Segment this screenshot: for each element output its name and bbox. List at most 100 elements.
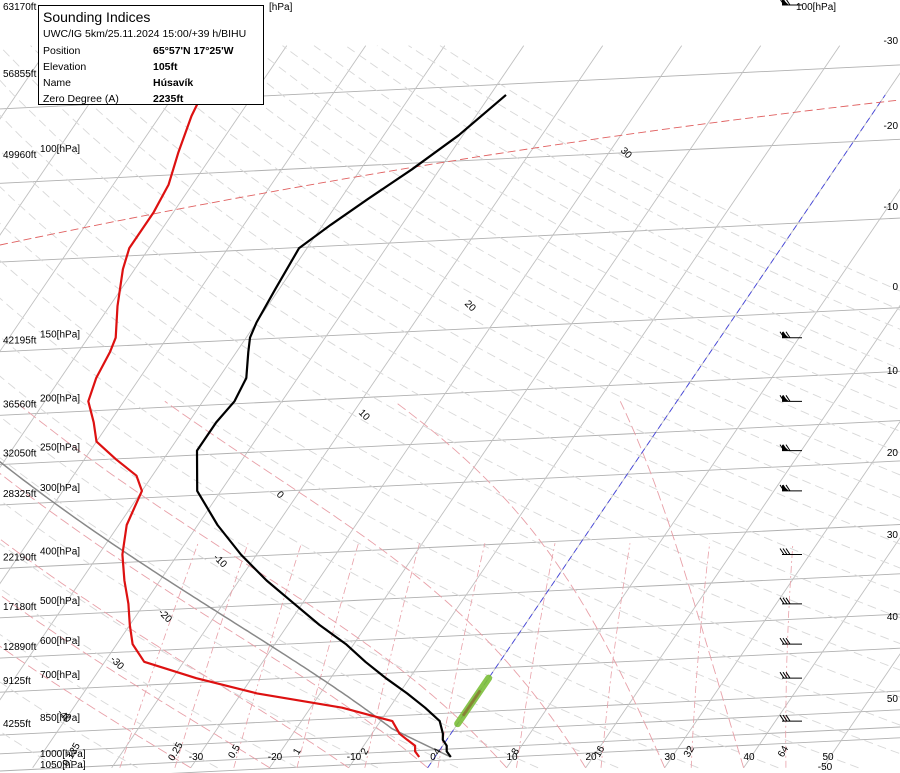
mixing-ratio-line [785, 543, 794, 768]
moist-adiabat-line [394, 400, 666, 768]
isotherm-line [743, 537, 900, 769]
right-scale-label: 30 [887, 530, 899, 541]
pressure-label: 300[hPa] [40, 483, 80, 494]
dry-adiabat-line [0, 633, 218, 769]
isotherm-line [348, 45, 841, 769]
info-row-position: Position 65°57'N 17°25'W [43, 43, 259, 59]
isobar-line [0, 420, 900, 466]
isotherm-line [32, 45, 525, 769]
mixing-ratio-label: 2 [359, 746, 372, 757]
wind-barb [779, 331, 802, 339]
mixing-ratio-label: 4 [432, 746, 445, 757]
mixing-ratio-label: 32 [682, 744, 697, 760]
isotherm-line [269, 45, 762, 769]
isotherm-line [0, 45, 130, 236]
height-label: 42195ft [3, 336, 37, 347]
info-value: 105ft [153, 61, 178, 73]
pressure-label: 600[hPa] [40, 636, 80, 647]
pressure-label: 700[hPa] [40, 670, 80, 681]
isotherm-line [0, 45, 446, 701]
pressure-label: 850[hPa] [40, 713, 80, 724]
pressure-label: 1050[hPa] [40, 760, 86, 771]
wind-barb [779, 637, 802, 645]
isobar-line [0, 573, 900, 619]
info-key: Elevation [43, 61, 87, 73]
moist-adiabat-line [619, 401, 745, 768]
chart-title: Sounding Indices [43, 9, 151, 25]
isobar-line [0, 524, 900, 569]
isobar-lines [0, 64, 900, 773]
temperature-tick-label: 0 [430, 752, 436, 763]
pressure-label: 400[hPa] [40, 546, 80, 557]
mixing-ratio-line [516, 543, 556, 768]
temperature-tick-label: 50 [822, 752, 834, 763]
mixing-ratio-line [690, 543, 711, 768]
dry-adiabat-line [0, 222, 900, 726]
dry-adiabat-line [0, 375, 699, 769]
mixing-ratio-line [437, 543, 486, 768]
height-label: 49960ft [3, 150, 37, 161]
isobar-line [0, 217, 900, 263]
mixing-ratio-label: 1 [291, 746, 304, 757]
mixing-ratio-line [174, 543, 249, 768]
chart-subtitle: UWC/IG 5km/25.11.2024 15:00/+39 h/BIHU [43, 28, 247, 40]
isotherm-line [0, 45, 288, 469]
isotherm-line [506, 188, 900, 769]
mixing-ratio-label: 8 [510, 746, 523, 757]
info-row-elevation: Elevation 105ft [43, 59, 259, 75]
isobar-line [0, 613, 900, 659]
height-label: 17180ft [3, 602, 37, 613]
wind-barbs [779, 0, 802, 722]
height-label: 28325ft [3, 489, 37, 500]
wind-barb [780, 0, 802, 6]
right-scale-label: 40 [887, 612, 899, 623]
wind-barb [779, 444, 802, 452]
info-value: Húsavík [153, 77, 194, 89]
height-label: 36560ft [3, 399, 37, 410]
right-scale-label: 0 [892, 282, 898, 293]
dry-adiabat-line [0, 543, 378, 769]
dry-adiabat-lines [0, 45, 900, 769]
temperature-tick-label: 30 [664, 752, 676, 763]
height-label: 12890ft [3, 642, 37, 653]
mixing-ratio-line [296, 543, 359, 768]
freezing-level-band-core [461, 689, 482, 717]
series-line-temperature [195, 94, 507, 758]
isobar-line [0, 370, 900, 416]
height-label: 32050ft [3, 449, 37, 460]
sounding-series [87, 94, 507, 758]
pressure-label: 250[hPa] [40, 443, 80, 454]
temperature-tick-label: 40 [743, 752, 755, 763]
mixing-ratio-line [600, 543, 631, 768]
wind-barb [779, 484, 802, 492]
dry-adiabat-line [0, 150, 900, 671]
moist-adiabat-line [0, 594, 270, 769]
isobar-line [0, 460, 900, 506]
temperature-tick-label: -30 [189, 752, 204, 763]
wind-barb [779, 395, 802, 402]
isotherm-line [111, 45, 604, 769]
temperature-tick-label: 20 [585, 752, 597, 763]
isobar-line [0, 307, 900, 353]
mixing-ratio-lines [119, 543, 794, 768]
mixing-ratio-label: 64 [776, 744, 791, 760]
mixing-ratio-line [119, 543, 199, 768]
right-scale-label: -20 [884, 121, 899, 132]
zero-degree-isotherm [427, 94, 886, 769]
sounding-info-box: Sounding Indices UWC/IG 5km/25.11.2024 1… [38, 5, 264, 105]
dry-adiabat-line [0, 587, 298, 769]
dry-adiabat-line [0, 259, 900, 755]
info-row-zero-degree: Zero Degree (A) 2235ft [43, 91, 259, 107]
parcel-path [0, 460, 452, 758]
moist-adiabat-line [164, 400, 587, 769]
pressure-label: 500[hPa] [40, 596, 80, 607]
right-scale-label: 20 [887, 448, 899, 459]
pressure-label-top: [hPa] [269, 2, 293, 13]
right-scale-label: 10 [887, 366, 899, 377]
dry-adiabat-line [0, 681, 138, 769]
isobar-line [0, 726, 900, 772]
info-key: Position [43, 45, 81, 57]
pressure-label: 100[hPa] [40, 144, 80, 155]
moist-adiabat-line [0, 645, 191, 769]
dry-adiabat-line [0, 457, 539, 769]
